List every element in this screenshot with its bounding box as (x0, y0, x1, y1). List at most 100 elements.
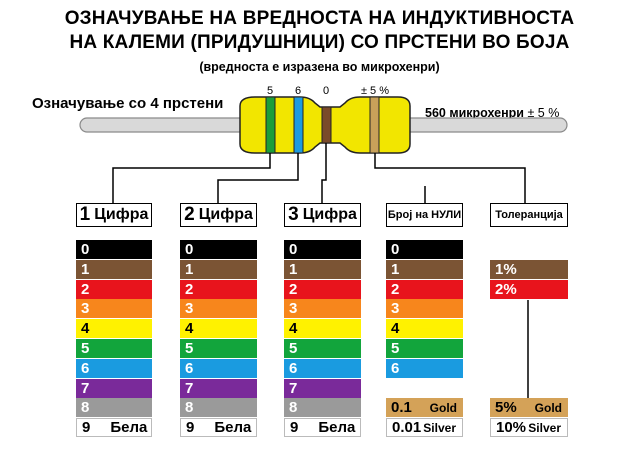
connector-lines (112, 143, 529, 404)
cell-value: 8 (289, 399, 298, 417)
color-code-cell: 0 (76, 240, 152, 259)
color-code-cell: 9 Бела (284, 418, 361, 438)
band-label-1: 5 (266, 85, 274, 97)
cell-value: 2 (289, 280, 298, 298)
cell-value: 2 (185, 280, 194, 298)
cell-value: 6 (289, 359, 298, 377)
cell-value: 1 (289, 260, 298, 278)
band-label-4: ± 5 % (360, 85, 390, 97)
color-code-cell: 9 Бела (180, 418, 257, 438)
color-code-cell: 10% Silver (490, 418, 568, 438)
color-code-cell: 4 (76, 319, 152, 339)
cell-value: 4 (185, 320, 194, 338)
subtitle: (вредноста е изразена во микрохенри) (199, 60, 440, 74)
cell-value: 4 (391, 320, 400, 338)
cell-value: 9 (82, 419, 91, 437)
color-code-cell: 4 (180, 319, 257, 339)
header-digit-3: 3 Цифра (284, 203, 361, 227)
connector-2 (217, 153, 299, 203)
connector-4 (374, 153, 526, 203)
color-code-cell: 7 (284, 378, 361, 398)
cell-value: 4 (289, 320, 298, 338)
cell-value: 5 (185, 340, 194, 357)
color-code-cell: 7 (180, 378, 257, 398)
cell-value: 0 (81, 241, 90, 258)
cell-value: 2 (81, 280, 90, 298)
color-code-cell: 0 (180, 240, 257, 259)
color-code-cell: 6 (180, 358, 257, 378)
band-label-3: 0 (322, 85, 330, 97)
header-digit-1: 1 Цифра (76, 203, 152, 227)
color-code-cell: 0 (284, 240, 361, 259)
color-code-cell: 3 (284, 299, 361, 319)
color-code-cell: 2 (284, 279, 361, 299)
header-digit-2-label: Цифра (198, 206, 253, 223)
color-code-cell: 2% (490, 279, 568, 299)
cell-value: 6 (391, 359, 400, 377)
header-tolerance: Толеранција (490, 203, 568, 227)
band-label-2: 6 (294, 85, 302, 97)
color-code-cell: 5 (284, 339, 361, 358)
title-line-1: ОЗНАЧУВАЊЕ НА ВРЕДНОСТА НА ИНДУКТИВНОСТА (64, 8, 575, 29)
cell-value: 1 (185, 260, 194, 278)
cell-value: 3 (185, 300, 194, 318)
color-code-cell: 0 (386, 240, 463, 259)
cell-value: 5% (495, 399, 517, 417)
color-code-cell: 6 (386, 358, 463, 378)
cell-value: 7 (185, 379, 194, 397)
color-code-cell: 2 (76, 279, 152, 299)
header-digit-3-label: Цифра (302, 206, 357, 223)
header-zeros-label: Број на НУЛИ (387, 209, 462, 221)
example-label: Означување со 4 прстени (32, 95, 224, 112)
cell-value: 0 (185, 241, 194, 258)
cell-value: 2 (391, 280, 400, 298)
color-code-cell: 3 (180, 299, 257, 319)
band-4 (369, 96, 380, 154)
example-value: 560 микрохенри ± 5 % (425, 106, 559, 120)
color-code-cell: 4 (386, 319, 463, 339)
example-value-text: 560 микрохенри (425, 106, 524, 120)
color-code-cell: 5 (76, 339, 152, 358)
header-zeros: Број на НУЛИ (386, 203, 463, 227)
header-digit-3-num: 3 (288, 204, 299, 225)
title-line-2: НА КАЛЕМИ (ПРИДУШНИЦИ) СО ПРСТЕНИ ВО БОЈ… (69, 32, 570, 53)
header-tolerance-label: Толеранција (495, 209, 563, 221)
cell-value: 6 (81, 359, 90, 377)
cell-value: 3 (289, 300, 298, 318)
cell-value: 0.01 (392, 419, 422, 437)
cell-value: 5 (391, 340, 400, 357)
color-code-cell: 2 (180, 279, 257, 299)
color-code-cell: 1% (490, 259, 568, 279)
color-code-cell: 0.01 Silver (386, 418, 463, 438)
cell-color-name: Gold (429, 400, 457, 415)
color-code-cell: 9 Бела (76, 418, 152, 438)
cell-value: 7 (81, 379, 90, 397)
band-2 (293, 96, 304, 154)
header-digit-1-num: 1 (79, 204, 91, 225)
color-code-cell: 5 (386, 339, 463, 358)
cell-value: 5 (81, 340, 90, 357)
cell-value: 6 (185, 359, 194, 377)
cell-value: 1 (391, 260, 400, 278)
cell-color-name: Silver (528, 420, 561, 435)
cell-value: 9 (290, 419, 299, 437)
cell-color-name: Gold (534, 400, 562, 415)
color-code-cell: 1 (386, 259, 463, 279)
color-code-cell: 3 (76, 299, 152, 319)
color-code-cell: 2 (386, 279, 463, 299)
header-digit-2: 2 Цифра (180, 203, 257, 227)
band-1 (265, 96, 276, 154)
color-code-cell: 5 (180, 339, 257, 358)
cell-value: 8 (185, 399, 194, 417)
cell-value: 5 (289, 340, 298, 357)
cell-value: 3 (391, 300, 400, 318)
color-code-cell: 8 (284, 398, 361, 418)
color-code-cell: 4 (284, 319, 361, 339)
cell-value: 2% (495, 280, 517, 298)
connector-1 (112, 153, 271, 203)
cell-value: 0.1 (391, 399, 412, 417)
cell-value: 0 (289, 241, 298, 258)
cell-value: 0 (391, 241, 400, 258)
cell-color-name: Бела (110, 419, 148, 437)
